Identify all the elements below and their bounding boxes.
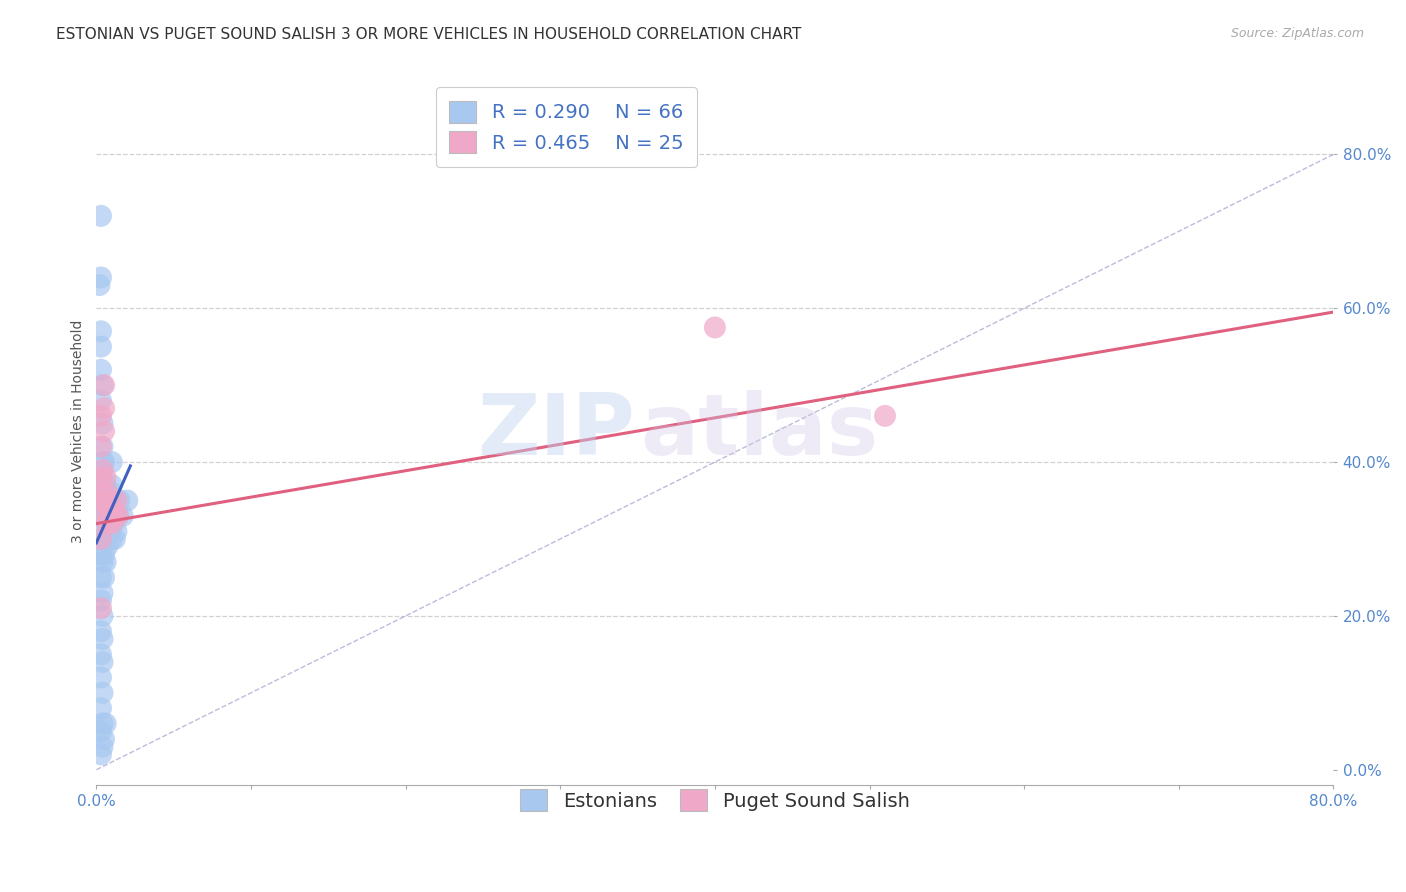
Point [90,532,112,546]
Point [105,493,128,508]
Point [96,485,118,500]
Point [90,532,112,546]
Point [90,624,112,639]
Point [90,324,112,338]
Point [91,716,114,731]
Point [91,632,114,646]
Point [90,270,112,285]
Point [93,524,115,539]
Point [97,524,120,539]
Point [101,485,124,500]
Point [873,409,896,423]
Point [90,593,112,607]
Y-axis label: 3 or more Vehicles in Household: 3 or more Vehicles in Household [72,319,86,543]
Point [90,493,112,508]
Point [91,463,114,477]
Point [91,608,114,623]
Point [91,655,114,669]
Point [90,470,112,484]
Point [90,701,112,715]
Point [93,570,115,584]
Point [93,378,115,392]
Point [93,547,115,561]
Point [90,724,112,739]
Point [98,508,121,523]
Point [91,417,114,431]
Point [111,508,134,523]
Text: ESTONIAN VS PUGET SOUND SALISH 3 OR MORE VEHICLES IN HOUSEHOLD CORRELATION CHART: ESTONIAN VS PUGET SOUND SALISH 3 OR MORE… [56,27,801,42]
Text: Source: ZipAtlas.com: Source: ZipAtlas.com [1230,27,1364,40]
Point [104,532,127,546]
Point [101,532,124,546]
Point [93,455,115,469]
Legend: Estonians, Puget Sound Salish: Estonians, Puget Sound Salish [506,775,924,825]
Point [94,532,117,546]
Point [91,470,114,484]
Point [104,508,127,523]
Point [703,320,725,334]
Point [101,455,124,469]
Point [107,508,129,523]
Point [96,540,118,554]
Point [97,501,120,516]
Point [93,401,115,416]
Point [90,470,112,484]
Point [90,670,112,684]
Point [101,508,124,523]
Point [93,478,115,492]
Point [90,340,112,354]
Point [91,739,114,754]
Point [101,478,124,492]
Point [96,493,118,508]
Point [91,485,114,500]
Point [96,516,118,531]
Point [94,470,117,484]
Point [90,747,112,762]
Point [104,508,127,523]
Point [91,455,114,469]
Point [107,508,129,523]
Point [93,731,115,746]
Point [101,516,124,531]
Point [91,686,114,700]
Point [91,440,114,454]
Point [89,278,111,293]
Point [93,501,115,516]
Point [97,501,120,516]
Point [94,716,117,731]
Point [94,478,117,492]
Point [91,508,114,523]
Point [90,209,112,223]
Point [91,378,114,392]
Point [108,493,131,508]
Point [94,555,117,569]
Point [90,393,112,408]
Point [90,648,112,662]
Point [91,586,114,600]
Point [103,501,125,516]
Point [98,508,121,523]
Point [90,363,112,377]
Point [90,485,112,500]
Point [90,440,112,454]
Point [90,570,112,584]
Point [90,547,112,561]
Point [90,508,112,523]
Point [91,555,114,569]
Point [93,424,115,438]
Point [90,409,112,423]
Point [91,532,114,546]
Text: ZIP: ZIP [477,390,634,473]
Point [91,508,114,523]
Point [90,601,112,615]
Point [94,493,117,508]
Point [117,493,139,508]
Point [96,516,118,531]
Point [91,485,114,500]
Text: atlas: atlas [641,390,879,473]
Point [94,501,117,516]
Point [105,524,128,539]
Point [103,516,125,531]
